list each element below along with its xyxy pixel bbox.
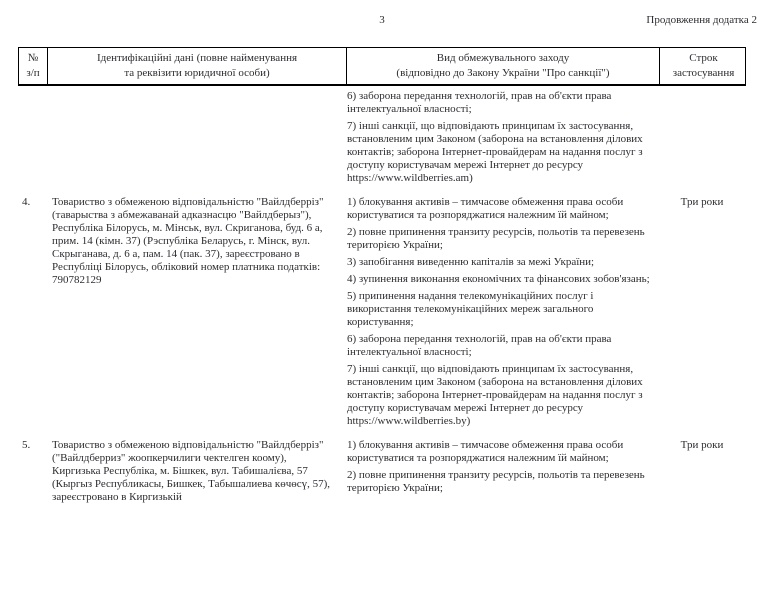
sanctions-cell: 6) заборона передання технологій, прав н… [345, 90, 658, 185]
table-body: 6) заборона передання технологій, прав н… [18, 90, 746, 504]
row-number [18, 90, 46, 185]
sanction-item: 6) заборона передання технологій, прав н… [347, 333, 612, 358]
header-measure-line1: Вид обмежувального заходу [436, 52, 570, 64]
row-number: 4. [22, 196, 31, 208]
table-row-continuation: 6) заборона передання технологій, прав н… [18, 90, 746, 185]
header-measure: Вид обмежувального заходу (відповідно до… [346, 48, 659, 84]
table-row-5: 5. Товариство з обмеженою відповідальніс… [18, 439, 746, 504]
page-number: 3 [379, 14, 385, 26]
sanction-item: 7) інші санкції, що відповідають принцип… [347, 120, 643, 184]
identity-cell: Товариство з обмеженою відповідальністю … [52, 439, 331, 503]
table-header: № з/п Ідентифікаційні дані (повне наймен… [18, 47, 746, 86]
header-num-line1: № [27, 52, 39, 64]
sanction-item: 1) блокування активів – тимчасове обмеже… [347, 439, 624, 464]
row-number: 5. [22, 439, 31, 451]
term-cell [658, 90, 746, 185]
header-identity: Ідентифікаційні дані (повне найменування… [47, 48, 346, 84]
sanction-item: 6) заборона передання технологій, прав н… [347, 90, 612, 115]
identity-cell: Товариство з обмеженою відповідальністю … [52, 196, 324, 286]
sanction-item: 2) повне припинення транзиту ресурсів, п… [347, 469, 645, 494]
term-cell: Три роки [680, 439, 724, 451]
header-term-line1: Строк [689, 52, 718, 64]
sanction-item: 3) запобігання виведенню капіталів за ме… [347, 256, 595, 268]
header-num: № з/п [19, 48, 47, 84]
header-identity-line2: та реквізити юридичної особи) [124, 67, 270, 79]
header-identity-line1: Ідентифікаційні дані (повне найменування [96, 52, 298, 64]
sanction-item: 1) блокування активів – тимчасове обмеже… [347, 196, 624, 221]
sanctions-cell: 1) блокування активів – тимчасове обмеже… [345, 439, 658, 504]
document-content: 3 Продовження додатка 2 № з/п Ідентифіка… [18, 0, 757, 504]
header-num-line2: з/п [26, 67, 40, 79]
header-term: Строк застосування [659, 48, 747, 84]
sanction-item: 2) повне припинення транзиту ресурсів, п… [347, 226, 645, 251]
identity-cell [46, 90, 345, 185]
sanctions-cell: 1) блокування активів – тимчасове обмеже… [345, 196, 658, 428]
table-row-4: 4. Товариство з обмеженою відповідальніс… [18, 196, 746, 428]
sanction-item: 5) припинення надання телекомунікаційних… [347, 290, 594, 328]
page-header: 3 Продовження додатка 2 [18, 0, 757, 33]
continuation-note: Продовження додатка 2 [646, 14, 757, 26]
term-cell: Три роки [680, 196, 724, 208]
sanction-item: 7) інші санкції, що відповідають принцип… [347, 363, 643, 427]
header-measure-line2: (відповідно до Закону України "Про санкц… [396, 67, 610, 79]
header-term-line2: застосування [672, 67, 735, 79]
sanction-item: 4) зупинення виконання економічних та фі… [347, 273, 650, 285]
